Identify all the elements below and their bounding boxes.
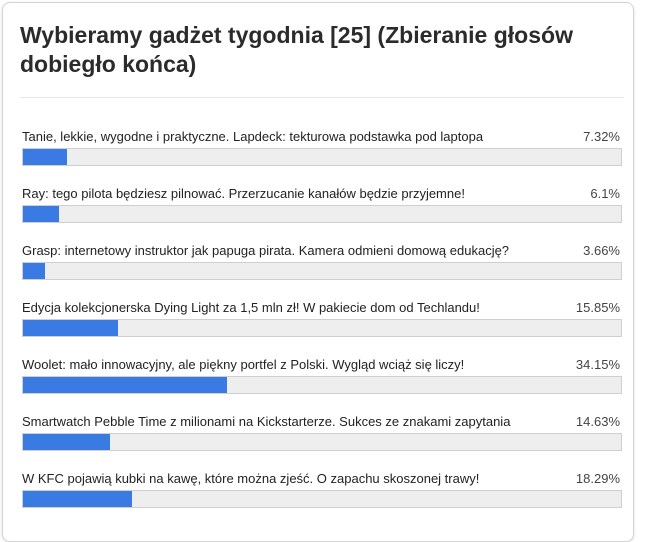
option-label: Woolet: mało innowacyjny, ale piękny por… [22,357,465,372]
option-percentage: 7.32% [583,129,620,144]
option-label: Edycja kolekcjonerska Dying Light za 1,5… [22,300,480,315]
result-bar-track [22,490,622,508]
result-bar-fill [23,434,111,450]
option-label: Ray: tego pilota będziesz pilnować. Prze… [22,186,465,201]
title-divider [20,97,624,98]
result-bar-fill [23,206,60,222]
result-bar-track [22,262,622,280]
option-percentage: 3.66% [583,243,620,258]
result-bar-fill [23,149,67,165]
option-percentage: 6.1% [590,186,620,201]
poll-option-7: W KFC pojawią kubki na kawę, które można… [20,467,624,524]
result-bar-track [22,376,622,394]
option-percentage: 18.29% [575,471,620,486]
result-bar-fill [23,320,118,336]
poll-option-5: Woolet: mało innowacyjny, ale piękny por… [20,353,624,410]
poll-options-list: Tanie, lekkie, wygodne i praktyczne. Lap… [20,125,624,524]
option-label: W KFC pojawią kubki na kawę, które można… [22,471,480,486]
result-bar-track [22,205,622,223]
option-label: Smartwatch Pebble Time z milionami na Ki… [22,414,511,429]
poll-title: Wybieramy gadżet tygodnia [25] (Zbierani… [20,22,573,77]
poll-option-1: Tanie, lekkie, wygodne i praktyczne. Lap… [20,125,624,182]
poll-widget: Wybieramy gadżet tygodnia [25] (Zbierani… [2,2,634,542]
result-bar-track [22,148,622,166]
option-percentage: 15.85% [575,300,620,315]
result-bar-fill [23,491,133,507]
poll-option-4: Edycja kolekcjonerska Dying Light za 1,5… [20,296,624,353]
poll-option-6: Smartwatch Pebble Time z milionami na Ki… [20,410,624,467]
option-percentage: 34.15% [575,357,620,372]
poll-option-3: Grasp: internetowy instruktor jak papuga… [20,239,624,296]
result-bar-track [22,319,622,337]
poll-option-2: Ray: tego pilota będziesz pilnować. Prze… [20,182,624,239]
option-label: Grasp: internetowy instruktor jak papuga… [22,243,510,258]
result-bar-track [22,433,622,451]
result-bar-fill [23,263,45,279]
result-bar-fill [23,377,228,393]
option-percentage: 14.63% [575,414,620,429]
option-label: Tanie, lekkie, wygodne i praktyczne. Lap… [22,129,484,144]
